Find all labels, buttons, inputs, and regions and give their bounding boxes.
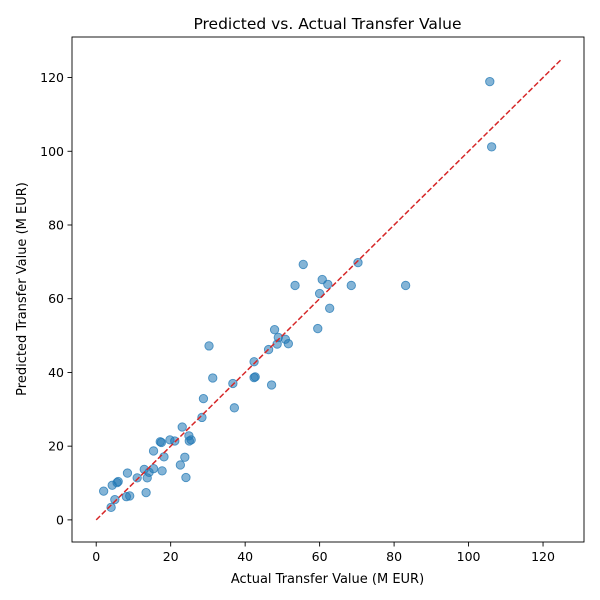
data-point bbox=[323, 279, 333, 289]
x-tick-label: 100 bbox=[457, 549, 481, 564]
data-point bbox=[229, 403, 240, 413]
data-point bbox=[485, 76, 495, 87]
y-tick-label: 100 bbox=[40, 144, 64, 159]
y-tick-label: 40 bbox=[48, 365, 64, 380]
data-point bbox=[106, 502, 116, 512]
data-point bbox=[186, 435, 196, 445]
plot-area-frame bbox=[71, 36, 585, 543]
x-axis-label: Actual Transfer Value (M EUR) bbox=[231, 572, 424, 587]
data-point bbox=[298, 259, 308, 270]
data-point bbox=[266, 380, 277, 390]
data-point bbox=[486, 142, 497, 152]
data-point bbox=[141, 487, 151, 498]
reference-line-y-equals-x bbox=[95, 58, 563, 521]
data-point bbox=[250, 372, 260, 382]
x-tick-label: 60 bbox=[312, 549, 328, 564]
data-point bbox=[249, 357, 259, 367]
data-point bbox=[113, 476, 123, 487]
x-tick-label: 80 bbox=[386, 549, 402, 564]
chart-title: Predicted vs. Actual Transfer Value bbox=[193, 15, 461, 33]
data-point bbox=[290, 280, 300, 291]
data-point bbox=[198, 393, 209, 404]
y-tick-label: 120 bbox=[40, 70, 64, 85]
data-point bbox=[132, 473, 142, 483]
x-tick-label: 20 bbox=[163, 549, 179, 564]
y-tick-label: 20 bbox=[48, 439, 64, 454]
data-points bbox=[99, 76, 497, 512]
data-point bbox=[110, 494, 120, 505]
x-tick-label: 0 bbox=[92, 549, 100, 564]
x-tick-label: 40 bbox=[237, 549, 253, 564]
data-point bbox=[353, 257, 363, 268]
y-axis-label: Predicted Transfer Value (M EUR) bbox=[15, 182, 30, 396]
data-point bbox=[175, 460, 186, 470]
data-point bbox=[208, 373, 218, 383]
y-tick-label: 60 bbox=[48, 291, 64, 306]
data-point bbox=[156, 437, 167, 448]
data-point bbox=[177, 422, 187, 432]
data-point bbox=[148, 463, 159, 474]
x-tick-label: 120 bbox=[531, 549, 555, 564]
data-point bbox=[181, 472, 191, 483]
data-point bbox=[197, 412, 207, 423]
data-point bbox=[148, 446, 159, 456]
data-point bbox=[204, 341, 214, 351]
y-tick-label: 0 bbox=[56, 512, 64, 527]
data-point bbox=[269, 325, 280, 335]
data-point bbox=[346, 280, 356, 291]
data-point bbox=[313, 323, 323, 334]
x-axis-ticks: 0 20 40 60 80 100 120 bbox=[92, 542, 555, 564]
data-point bbox=[325, 303, 335, 313]
data-point bbox=[180, 452, 190, 462]
data-point bbox=[122, 468, 133, 478]
data-point bbox=[170, 436, 180, 446]
data-point bbox=[125, 491, 135, 501]
data-point bbox=[228, 378, 238, 389]
data-point bbox=[400, 280, 411, 291]
y-axis-ticks: 0 20 40 60 80 100 120 bbox=[40, 70, 72, 527]
y-tick-label: 80 bbox=[48, 217, 64, 232]
data-point bbox=[283, 339, 293, 349]
data-point bbox=[99, 486, 109, 496]
data-point bbox=[157, 466, 167, 476]
data-point bbox=[159, 452, 169, 462]
